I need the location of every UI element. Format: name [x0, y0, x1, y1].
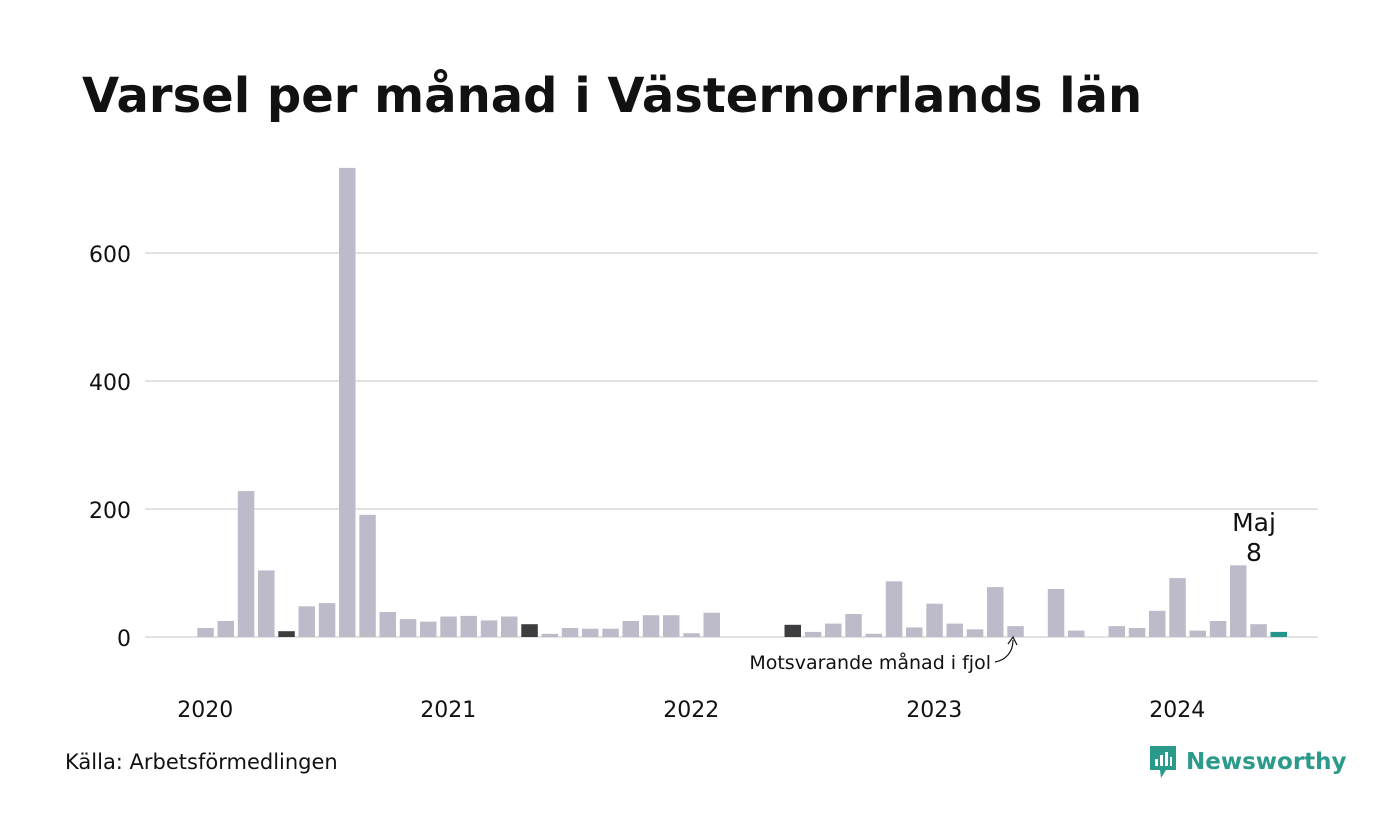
bar-2023-04 [966, 629, 984, 637]
bar-chart: 0 200 400 600 2020 2021 2022 2023 2024 Maj 8 Mo… [89, 167, 1318, 723]
bar-2022-07 [784, 624, 801, 637]
bar-2023-05 [987, 587, 1004, 637]
bar-2024-04 [1209, 621, 1227, 637]
bar-2024-01 [1149, 610, 1166, 637]
bar-2023-02 [926, 603, 943, 637]
x-axis-ticks: 2020 2021 2022 2023 2024 [177, 698, 1205, 723]
current-value-label: 8 [1246, 538, 1262, 567]
bar-2021-11 [622, 621, 639, 637]
y-tick-label: 600 [89, 243, 131, 268]
y-tick-label: 200 [89, 499, 131, 524]
bar-2020-08 [318, 603, 336, 637]
y-axis-ticks: 0 200 400 600 [89, 243, 131, 652]
bar-2021-10 [602, 628, 619, 637]
bar-2020-02 [197, 628, 214, 637]
bar-2022-09 [825, 623, 842, 637]
bar-2023-12 [1128, 628, 1146, 637]
chart-title: Varsel per månad i Västernorrlands län [82, 68, 1143, 124]
last-year-arrow [994, 639, 1014, 663]
bar-2022-03 [703, 612, 720, 637]
bar-2020-06 [278, 631, 295, 637]
bar-2023-06 [1007, 626, 1024, 637]
y-tick-label: 400 [89, 371, 131, 396]
bar-2021-02 [440, 616, 457, 637]
bar-2023-01 [906, 627, 923, 637]
bar-2023-03 [946, 623, 963, 637]
bar-undefined [1250, 624, 1267, 637]
bar-2020-04 [237, 491, 255, 637]
source-note: Källa: Arbetsförmedlingen [65, 750, 338, 774]
bar-2020-09 [339, 167, 356, 637]
bars [197, 167, 1287, 637]
x-tick-label: 2021 [420, 698, 476, 723]
x-tick-label: 2024 [1149, 698, 1205, 723]
bar-2021-06 [521, 624, 538, 637]
bar-2021-03 [460, 615, 477, 637]
bar-2020-11 [379, 612, 396, 637]
bar-2021-08 [561, 628, 579, 637]
current-month-label: Maj [1232, 508, 1276, 537]
bar-2024-03 [1189, 630, 1206, 637]
bar-2021-07 [541, 633, 558, 637]
y-tick-label: 0 [117, 627, 131, 652]
bar-2020-05 [258, 570, 275, 637]
bar-2023-08 [1047, 589, 1065, 637]
bar-2022-11 [865, 633, 882, 637]
bar-2021-09 [582, 628, 599, 637]
bar-2020-07 [298, 606, 315, 637]
bar-2020-03 [217, 621, 234, 637]
gridlines [145, 252, 1318, 638]
bar-2024-05 [1230, 565, 1247, 637]
bar-2023-11 [1108, 626, 1125, 637]
bar-2021-05 [501, 616, 518, 637]
x-tick-label: 2022 [663, 698, 719, 723]
bar-2020-12 [399, 619, 417, 637]
bar-2024-02 [1169, 578, 1186, 637]
last-year-arrowhead [1007, 635, 1018, 646]
brand-name: Newsworthy [1186, 749, 1347, 775]
x-tick-label: 2020 [177, 698, 233, 723]
bar-2020-10 [359, 514, 376, 637]
bar-2022-12 [885, 581, 903, 637]
bar-2023-09 [1068, 630, 1085, 637]
newsworthy-logo-icon [1150, 746, 1176, 778]
bar-2021-04 [480, 620, 498, 637]
x-tick-label: 2023 [906, 698, 962, 723]
bar-2022-10 [845, 614, 862, 637]
brand-logo: Newsworthy [1148, 744, 1347, 780]
bar-2022-01 [663, 615, 680, 637]
bar-2021-12 [642, 615, 660, 637]
bar-2021-01 [420, 621, 437, 637]
annotations: Maj 8 Motsvarande månad i fjol [749, 508, 1276, 674]
bar-2022-08 [804, 631, 822, 637]
last-year-note: Motsvarande månad i fjol [749, 651, 991, 674]
bar-2022-02 [683, 633, 700, 637]
bar-undefined [1270, 631, 1287, 637]
